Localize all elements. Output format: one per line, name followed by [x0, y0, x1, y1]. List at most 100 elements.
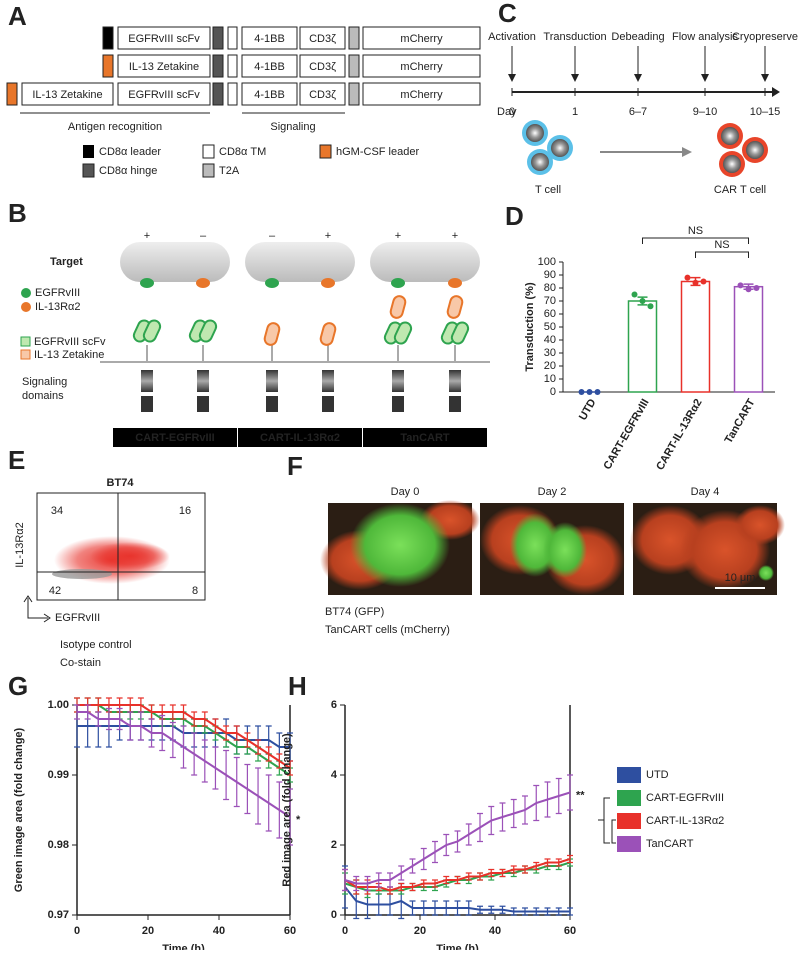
construct-label: CART-EGFRvIII	[135, 432, 214, 444]
x-tick-label: 0	[74, 925, 80, 937]
legend-label: IL-13 Zetakine	[34, 349, 104, 361]
binder	[198, 319, 218, 343]
x-tick-label: 20	[414, 925, 426, 937]
target-sign: –	[269, 230, 276, 242]
construct-bar	[113, 428, 237, 447]
y-tick-label: 60	[544, 308, 556, 320]
binder	[142, 319, 162, 343]
point	[578, 389, 585, 395]
domain-box	[362, 54, 481, 78]
domain-box	[117, 54, 211, 78]
y-tick-label: 50	[544, 321, 556, 333]
binder	[393, 321, 413, 345]
panel-letter: C	[498, 0, 517, 28]
axis-label: EGFRvIII	[55, 612, 100, 624]
legend-swatch	[20, 336, 31, 347]
signaling-domain	[449, 396, 461, 412]
point	[753, 285, 760, 291]
x-tick-label: 60	[284, 925, 296, 937]
micrograph	[320, 500, 480, 595]
legend-label: CART-IL-13Rα2	[646, 815, 724, 827]
signaling-label: domains	[22, 390, 64, 402]
step-arrow	[571, 74, 579, 82]
domain-block	[227, 82, 238, 106]
legend-label: IL-13Rα2	[35, 301, 81, 313]
signaling-domain	[449, 370, 461, 392]
y-tick-label: 1.00	[48, 699, 69, 711]
panel-title: BT74	[107, 477, 135, 489]
legend-dot	[21, 302, 31, 312]
y-tick-label: 0.99	[48, 769, 69, 781]
cell	[721, 127, 739, 145]
legend-swatch	[82, 163, 95, 178]
legend-swatch	[202, 144, 215, 159]
scatter-cloud	[90, 542, 170, 570]
quadrant-value: 34	[51, 505, 63, 517]
day-value: 1	[572, 106, 578, 118]
domain-box	[299, 26, 346, 50]
domain-label: mCherry	[400, 61, 443, 73]
arrow	[682, 147, 692, 157]
step-label: Transduction	[543, 31, 606, 43]
domain-box	[241, 82, 298, 106]
quadrant-value: 8	[192, 585, 198, 597]
cell-label: CAR T cell	[714, 184, 766, 196]
target-sign: +	[452, 230, 458, 242]
domain-block	[102, 54, 114, 78]
legend-label: CART-EGFRvIII	[646, 792, 724, 804]
series-line	[77, 711, 291, 818]
y-tick-label: 90	[544, 269, 556, 281]
step-arrow	[701, 74, 709, 82]
signaling-domain	[141, 370, 153, 392]
legend-label: EGFRvIII scFv	[34, 336, 106, 348]
domain-block	[212, 82, 224, 106]
micrograph	[480, 503, 625, 595]
domain-box	[299, 82, 346, 106]
domain-box	[362, 26, 481, 50]
construct-bar	[363, 428, 487, 447]
image-label: Day 0	[391, 486, 420, 498]
construct-label: TanCART	[400, 432, 450, 444]
domain-block	[348, 26, 360, 50]
annotation: *	[296, 814, 301, 826]
domain-box	[117, 26, 211, 50]
y-tick-label: 70	[544, 295, 556, 307]
point	[745, 286, 752, 293]
legend-label: CD8α leader	[99, 146, 161, 158]
domain-box	[21, 82, 114, 106]
point	[684, 274, 691, 281]
significance-bracket	[642, 237, 749, 244]
panel-letter: B	[8, 198, 27, 228]
legend-label: CD8α TM	[219, 146, 266, 158]
day-label: Day	[497, 106, 517, 118]
significance-label: NS	[688, 225, 703, 237]
x-tick-label: CART-EGFRvIII	[601, 397, 651, 472]
y-tick-label: 0	[331, 909, 337, 921]
y-tick-label: 100	[538, 256, 556, 268]
significance-bracket	[695, 251, 749, 258]
cell	[531, 153, 549, 171]
x-axis-label: Time (h)	[436, 943, 479, 950]
y-tick-label: 40	[544, 334, 556, 346]
x-tick-label: 60	[564, 925, 576, 937]
panel-letter: H	[288, 671, 307, 701]
x-tick-label: TanCART	[723, 397, 758, 446]
domain-block	[102, 26, 114, 50]
y-tick-label: 2	[331, 839, 337, 851]
signaling-domain	[197, 370, 209, 392]
annotation: **	[576, 789, 585, 801]
cell	[551, 139, 569, 157]
y-tick-label: 20	[544, 360, 556, 372]
y-tick-label: 0.98	[48, 839, 69, 851]
domain-label: mCherry	[400, 33, 443, 45]
x-tick-label: UTD	[577, 397, 599, 423]
series-line	[344, 791, 571, 885]
domain-label: 4-1BB	[254, 61, 285, 73]
series-line	[344, 886, 570, 913]
x-tick-label: 40	[489, 925, 501, 937]
step-label: Cryopreserve	[732, 31, 798, 43]
step-label: Debeading	[611, 31, 664, 43]
domain-block	[212, 54, 224, 78]
legend-swatch	[617, 836, 641, 852]
image-label: Day 4	[691, 486, 720, 498]
